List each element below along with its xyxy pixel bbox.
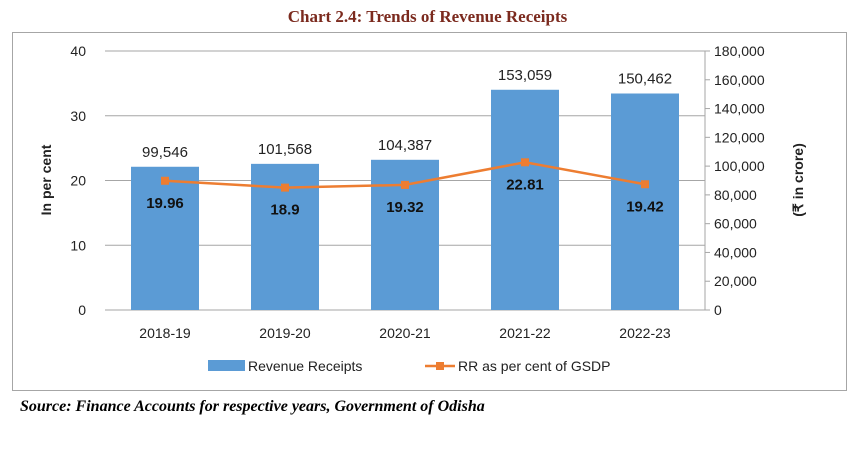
- y-tick-label: 10: [70, 237, 86, 253]
- bar-revenue-receipts: [611, 93, 679, 311]
- x-tick-label: 2021-22: [499, 325, 551, 341]
- bar-data-label: 104,387: [378, 137, 432, 154]
- legend-marker: [436, 362, 444, 370]
- y2-tick-label: 40,000: [714, 244, 757, 260]
- y2-tick-label: 100,000: [714, 158, 765, 174]
- line-data-label: 19.42: [626, 198, 664, 215]
- y2-tick-label: 80,000: [714, 187, 757, 203]
- y2-tick-label: 20,000: [714, 273, 757, 289]
- y2-tick-label: 140,000: [714, 101, 765, 117]
- bar-revenue-receipts: [131, 166, 199, 310]
- line-data-label: 19.96: [146, 195, 184, 212]
- y2-tick-label: 120,000: [714, 129, 765, 145]
- line-marker: [281, 183, 289, 192]
- chart-frame: [12, 32, 847, 391]
- y2-tick-label: 0: [714, 302, 722, 318]
- source-note: Source: Finance Accounts for respective …: [20, 398, 485, 415]
- y-tick-label: 30: [70, 108, 86, 124]
- line-marker: [161, 176, 169, 185]
- y-tick-label: 40: [70, 43, 86, 59]
- x-tick-label: 2019-20: [259, 325, 311, 341]
- line-data-label: 22.81: [506, 176, 544, 193]
- bar-data-label: 99,546: [142, 144, 188, 161]
- y2-axis-title: (₹ in crore): [790, 143, 806, 216]
- line-marker: [641, 180, 649, 189]
- y2-tick-label: 180,000: [714, 43, 765, 59]
- legend-label-bar: Revenue Receipts: [248, 358, 362, 374]
- bar-data-label: 101,568: [258, 141, 312, 158]
- bar-revenue-receipts: [491, 89, 559, 310]
- y-tick-label: 0: [78, 302, 86, 318]
- line-data-label: 18.9: [270, 202, 299, 219]
- legend-label-line: RR as per cent of GSDP: [458, 358, 611, 374]
- line-data-label: 19.32: [386, 199, 424, 216]
- y2-tick-label: 160,000: [714, 72, 765, 88]
- line-marker: [521, 158, 529, 167]
- x-tick-label: 2020-21: [379, 325, 431, 341]
- bar-data-label: 153,059: [498, 67, 552, 84]
- bar-data-label: 150,462: [618, 71, 672, 88]
- y2-tick-label: 60,000: [714, 216, 757, 232]
- line-marker: [401, 180, 409, 189]
- legend-swatch-bar: [208, 360, 245, 371]
- x-tick-label: 2022-23: [619, 325, 671, 341]
- chart-title: Chart 2.4: Trends of Revenue Receipts: [287, 7, 568, 26]
- x-tick-label: 2018-19: [139, 325, 191, 341]
- y-axis-title: In per cent: [38, 144, 54, 215]
- y-tick-label: 20: [70, 173, 86, 189]
